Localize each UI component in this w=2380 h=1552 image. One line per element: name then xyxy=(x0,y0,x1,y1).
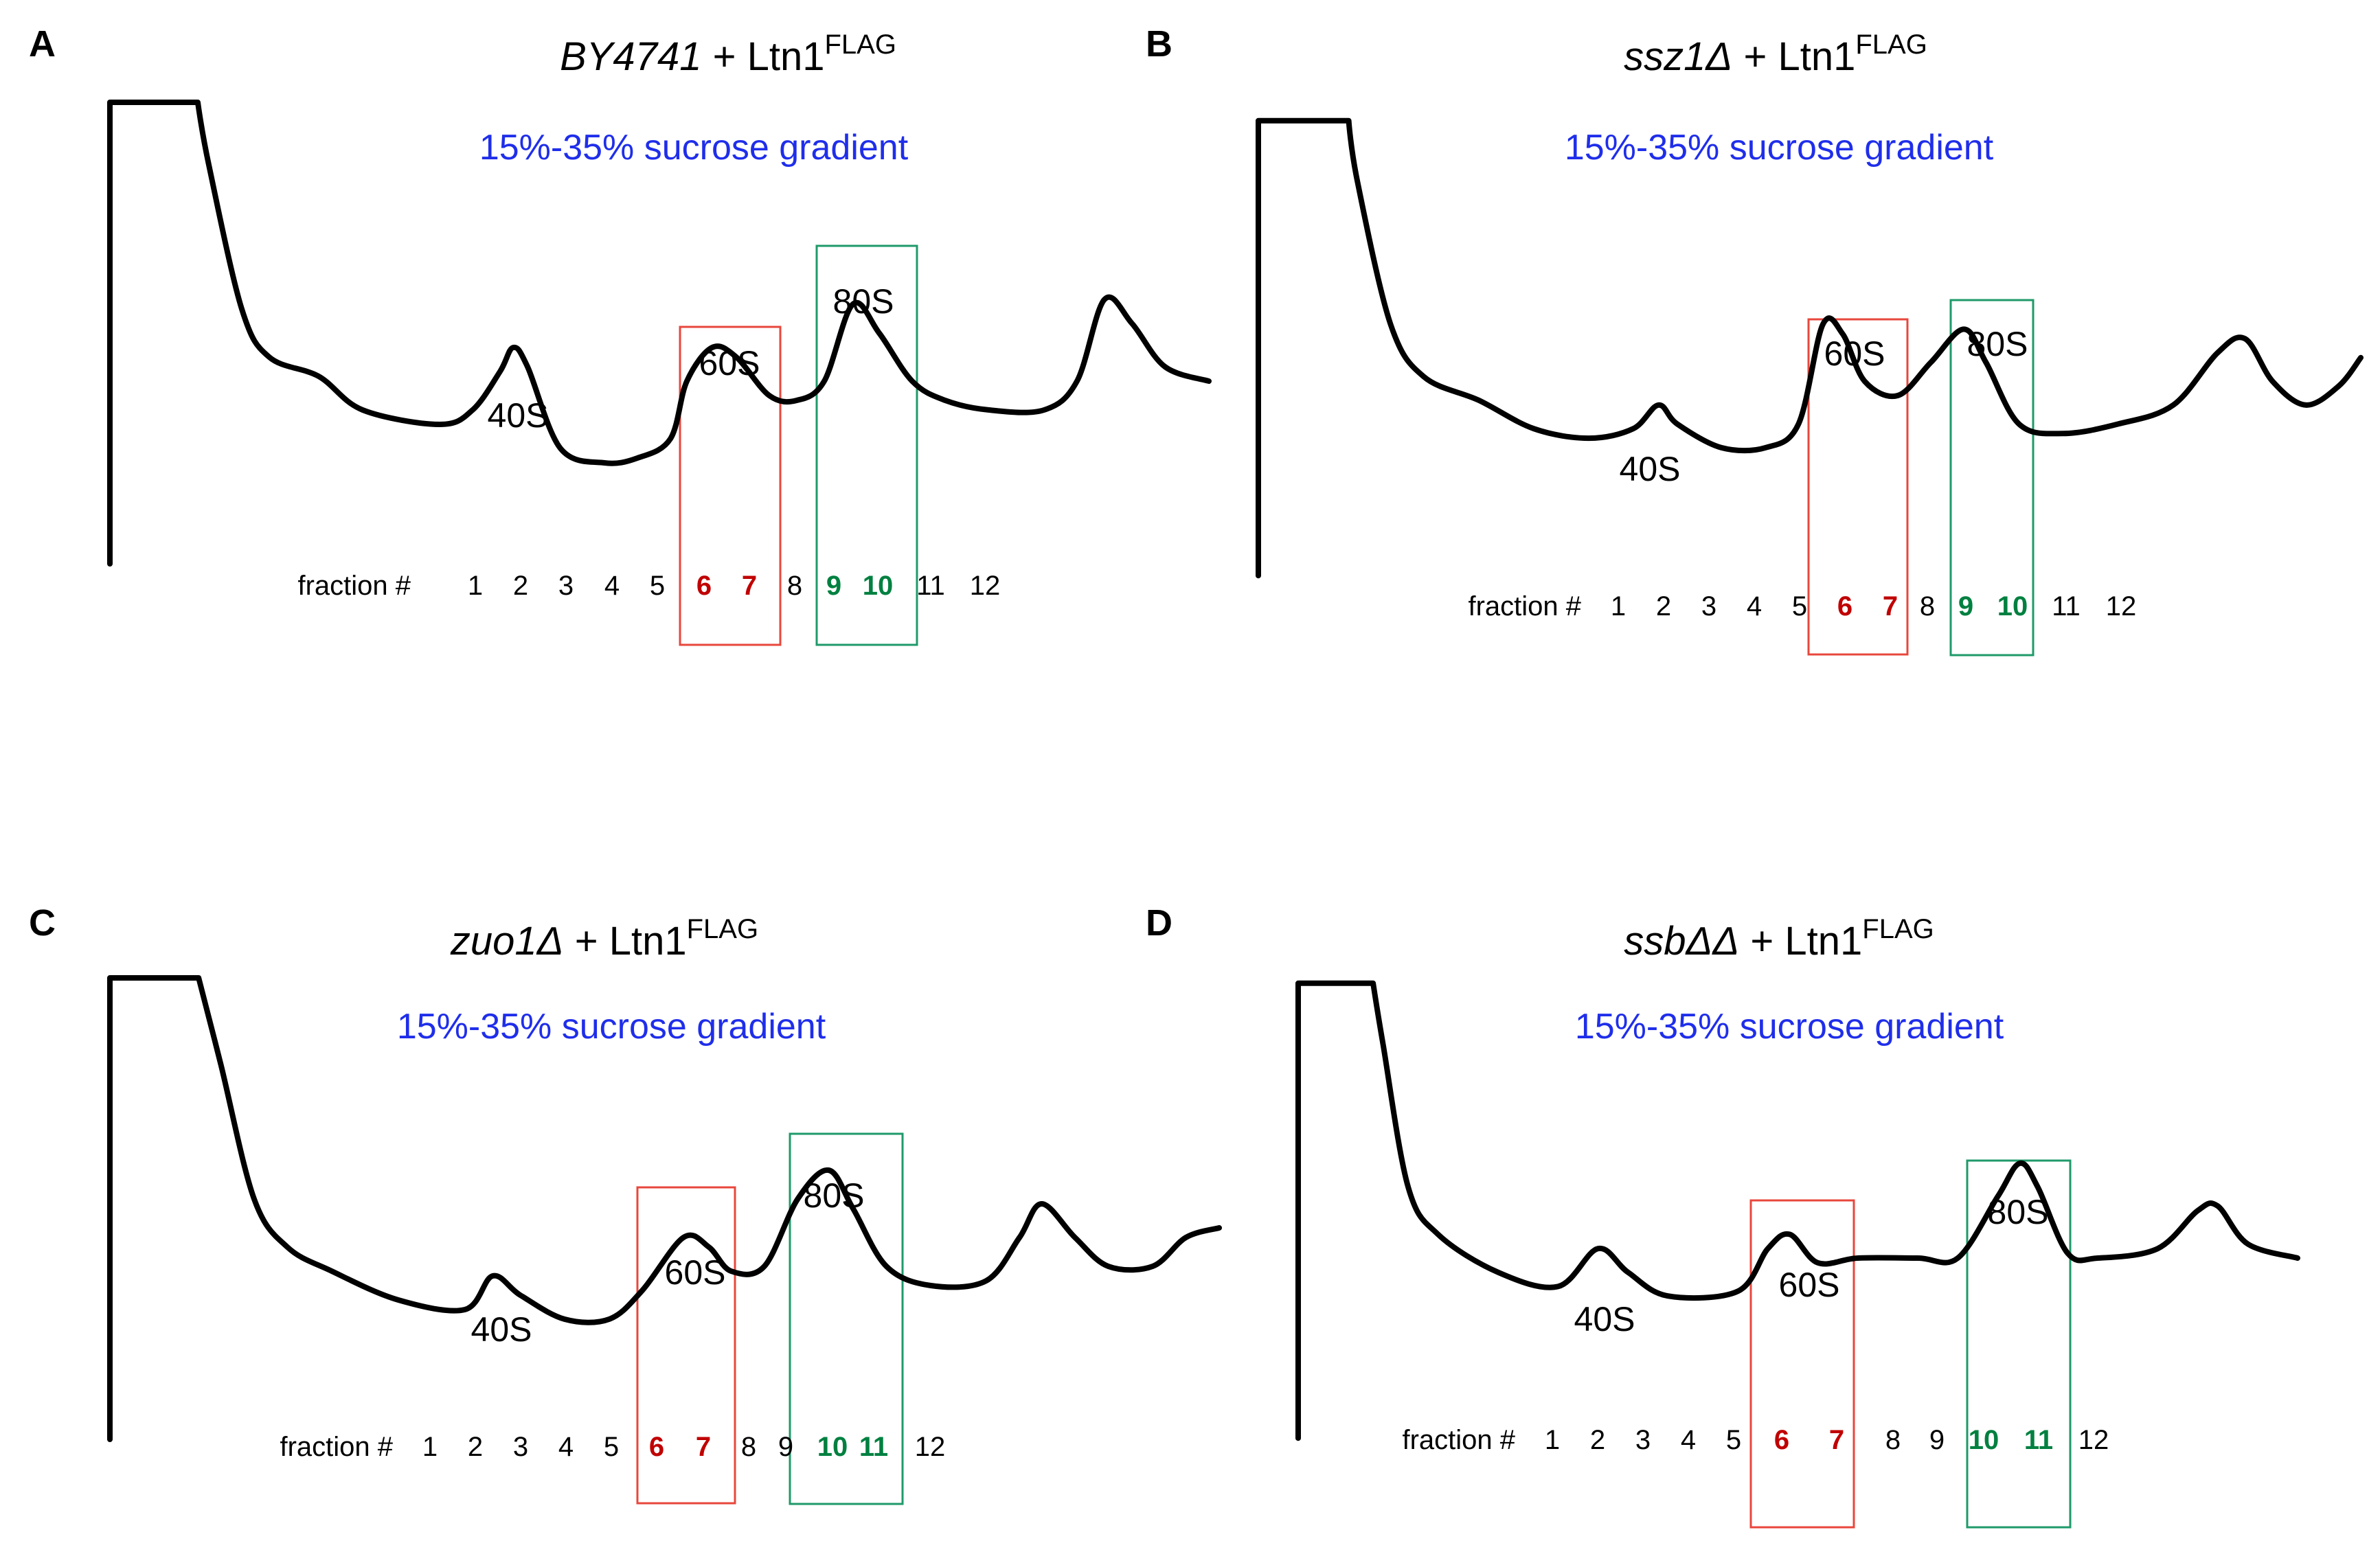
fraction-tick: 12 xyxy=(915,1432,946,1462)
fraction-tick: 12 xyxy=(970,571,1001,601)
fraction-tick: 4 xyxy=(1681,1425,1696,1455)
fraction-tick-highlight-red: 6 xyxy=(1837,591,1852,621)
sedimentation-profile-trace xyxy=(1256,117,2364,579)
sedimentation-profile-trace xyxy=(107,100,1212,567)
fraction-tick: 3 xyxy=(1635,1425,1651,1455)
fraction-tick: 2 xyxy=(1590,1425,1605,1455)
peak-label-60s: 60S xyxy=(665,1253,726,1292)
highlight-box-80s xyxy=(815,244,918,646)
panel-c: C zuo1Δ + Ltn1FLAG 15%-35% sucrose gradi… xyxy=(29,902,1222,1505)
fraction-tick: 1 xyxy=(1545,1425,1560,1455)
highlight-box-80s xyxy=(1966,1159,2072,1529)
chart-subtitle: 15%-35% sucrose gradient xyxy=(1565,128,1994,168)
highlight-box-60s xyxy=(1807,318,1909,656)
fraction-tick: 3 xyxy=(513,1432,528,1462)
fraction-tick-highlight-green: 11 xyxy=(2024,1425,2053,1455)
fraction-tick: 9 xyxy=(778,1432,793,1462)
panel-letter: B xyxy=(1146,23,1172,65)
fraction-tick: 12 xyxy=(2078,1425,2109,1455)
fraction-tick: 8 xyxy=(787,571,802,601)
fraction-tick-highlight-red: 7 xyxy=(742,571,757,601)
fraction-tick-highlight-red: 6 xyxy=(649,1432,664,1462)
fraction-tick: 2 xyxy=(468,1432,483,1462)
chart-title: ssbΔΔ + Ltn1FLAG xyxy=(1624,914,1934,963)
fraction-tick-highlight-green: 10 xyxy=(863,571,894,601)
peak-label-80s: 80S xyxy=(833,282,894,321)
fraction-tick: 1 xyxy=(468,571,483,601)
fraction-tick: 3 xyxy=(1701,591,1716,621)
peak-label-40s: 40S xyxy=(471,1310,532,1349)
fraction-tick: 8 xyxy=(741,1432,756,1462)
fraction-tick-highlight-green: 9 xyxy=(826,571,841,601)
peak-label-80s: 80S xyxy=(804,1176,865,1215)
fraction-tick: 2 xyxy=(513,571,528,601)
panel-d: D ssbΔΔ + Ltn1FLAG 15%-35% sucrose gradi… xyxy=(1146,902,2300,1529)
chart-subtitle: 15%-35% sucrose gradient xyxy=(1575,1007,2004,1047)
fraction-tick-highlight-green: 10 xyxy=(1997,591,2028,621)
fraction-tick-highlight-green: 9 xyxy=(1958,591,1973,621)
fraction-tick: 1 xyxy=(422,1432,438,1462)
peak-label-80s: 80S xyxy=(1967,325,2028,363)
peak-label-60s: 60S xyxy=(699,344,760,383)
peak-label-40s: 40S xyxy=(1620,450,1681,488)
highlight-box-60s xyxy=(636,1186,736,1505)
panel-letter: A xyxy=(29,23,56,65)
fraction-tick-highlight-green: 10 xyxy=(1969,1425,1999,1455)
fraction-tick: 11 xyxy=(2052,591,2081,621)
panel-b: B ssz1Δ + Ltn1FLAG 15%-35% sucrose gradi… xyxy=(1146,23,2364,657)
fraction-tick-highlight-green: 11 xyxy=(859,1432,888,1462)
fraction-tick: 3 xyxy=(558,571,574,601)
fraction-tick-highlight-green: 10 xyxy=(817,1432,848,1462)
fraction-tick-highlight-red: 6 xyxy=(696,571,712,601)
panel-letter: D xyxy=(1146,902,1172,944)
fraction-tick: 5 xyxy=(650,571,665,601)
highlight-box-60s xyxy=(679,326,782,646)
fraction-tick: 4 xyxy=(1747,591,1762,621)
fraction-tick-highlight-red: 6 xyxy=(1774,1425,1789,1455)
highlight-box-80s xyxy=(1949,299,2035,657)
fraction-tick: 12 xyxy=(2106,591,2137,621)
fraction-tick-highlight-red: 7 xyxy=(1829,1425,1844,1455)
fraction-tick: 5 xyxy=(1792,591,1807,621)
fraction-axis-label: fraction # xyxy=(280,1432,393,1462)
panel-a: A BY4741 + Ltn1FLAG 15%-35% sucrose grad… xyxy=(29,23,1212,646)
fraction-axis-label: fraction # xyxy=(1468,591,1581,621)
fraction-tick: 4 xyxy=(558,1432,574,1462)
fraction-tick: 4 xyxy=(604,571,620,601)
peak-label-60s: 60S xyxy=(1779,1266,1840,1304)
fraction-tick: 9 xyxy=(1929,1425,1945,1455)
fraction-tick-highlight-red: 7 xyxy=(1883,591,1898,621)
fraction-tick: 1 xyxy=(1611,591,1626,621)
fraction-tick: 5 xyxy=(604,1432,619,1462)
fraction-tick: 8 xyxy=(1885,1425,1901,1455)
fraction-axis-label: fraction # xyxy=(297,571,411,601)
highlight-box-80s xyxy=(789,1132,904,1505)
peak-label-40s: 40S xyxy=(488,396,549,435)
fraction-tick: 8 xyxy=(1920,591,1935,621)
chart-title: ssz1Δ + Ltn1FLAG xyxy=(1624,30,1927,79)
fraction-axis-label: fraction # xyxy=(1402,1425,1515,1455)
fraction-tick-highlight-red: 7 xyxy=(696,1432,711,1462)
peak-label-60s: 60S xyxy=(1824,334,1885,373)
sedimentation-profile-trace xyxy=(1295,980,2300,1441)
chart-title: BY4741 + Ltn1FLAG xyxy=(560,30,896,79)
chart-subtitle: 15%-35% sucrose gradient xyxy=(479,128,909,168)
chart-title: zuo1Δ + Ltn1FLAG xyxy=(450,914,758,963)
chart-subtitle: 15%-35% sucrose gradient xyxy=(397,1007,826,1047)
fraction-tick: 2 xyxy=(1656,591,1671,621)
fraction-tick: 5 xyxy=(1726,1425,1741,1455)
highlight-box-60s xyxy=(1749,1199,1855,1529)
peak-label-40s: 40S xyxy=(1574,1300,1635,1338)
sedimentation-profile-trace xyxy=(107,975,1222,1442)
peak-label-80s: 80S xyxy=(1988,1193,2049,1231)
fraction-tick: 11 xyxy=(916,571,945,601)
panel-letter: C xyxy=(29,902,56,944)
